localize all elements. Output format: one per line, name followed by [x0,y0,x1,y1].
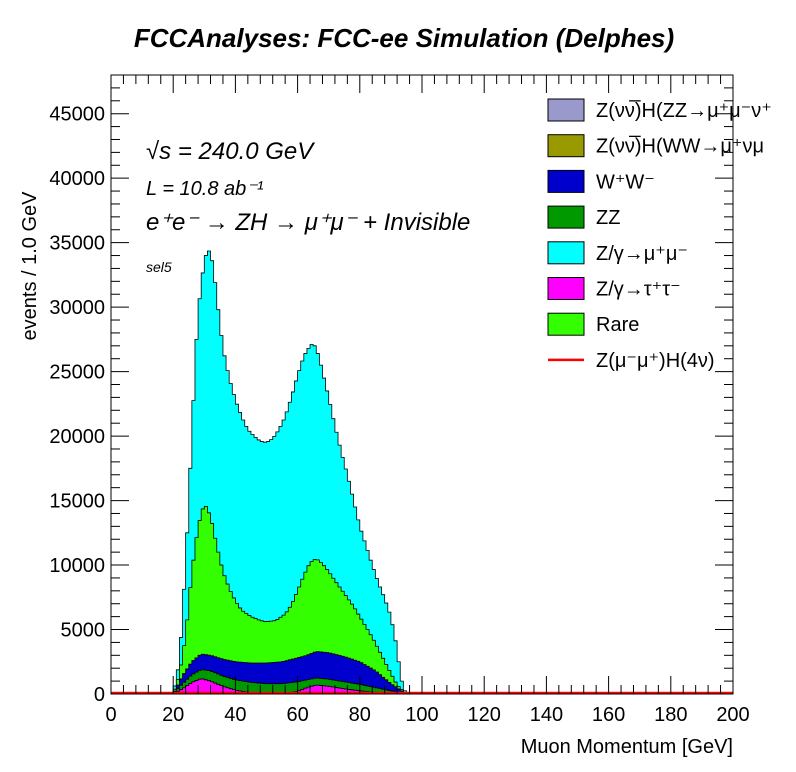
plot-frame [110,74,734,695]
legend-swatch [547,169,585,193]
stack-zz [172,669,407,695]
legend-label: Rare [596,314,639,336]
x-tick-label: 40 [224,704,246,726]
chart-title: FCCAnalyses: FCC-ee Simulation (Delphes) [134,23,674,53]
x-tick-label: 80 [349,704,371,726]
x-tick-label: 140 [530,704,563,726]
x-tick-label: 0 [105,704,116,726]
y-tick-label: 15000 [49,491,105,513]
legend-label: Z(νν̅)H(WW→μ⁺νμ [596,135,764,158]
x-tick-label: 100 [405,704,438,726]
legend-label: Z/γ→τ⁺τ⁻ [596,279,681,301]
stack-z- [172,250,407,695]
legend-label: Z(νν̅)H(ZZ→μ⁺μ⁻ν⁺ [596,99,772,122]
legend-swatch [547,241,585,265]
y-tick-label: 45000 [49,104,105,126]
y-tick-label: 30000 [49,297,105,319]
y-tick-label: 10000 [49,555,105,577]
x-tick-label: 20 [162,704,184,726]
y-tick-label: 0 [94,684,105,706]
legend-label: W⁺W⁻ [596,171,655,193]
y-axis-label: events / 1.0 GeV [19,191,41,341]
legend-swatch [547,205,585,229]
x-tick-label: 180 [654,704,687,726]
x-tick-label: 60 [286,704,308,726]
y-tick-label: 35000 [49,233,105,255]
plot-area [111,250,733,695]
legend-swatch [547,98,585,122]
process-annotation: e⁺e⁻ → ZH → μ⁺μ⁻ + Invisible [146,209,470,236]
x-tick-label: 160 [592,704,625,726]
legend-swatch [547,134,585,158]
legend: Z(νν̅)H(ZZ→μ⁺μ⁻ν⁺ Z(νν̅)H(WW→μ⁺νμ W⁺W⁻ ZZ Z/… [547,98,772,372]
y-tick-label: 40000 [49,168,105,190]
x-axis-label: Muon Momentum [GeV] [521,736,733,758]
selection-annotation: sel5 [146,259,172,275]
stack-rare [172,505,407,695]
lumi-annotation: L = 10.8 ab⁻¹ [146,178,264,200]
legend-label: ZZ [596,207,620,229]
y-tick-label: 5000 [61,620,106,642]
y-tick-label: 20000 [49,426,105,448]
y-axis-ticks: 0 5000 10000 15000 20000 25000 30000 35000 40000… [49,74,733,706]
legend-swatch [547,277,585,300]
x-tick-label: 200 [716,704,749,726]
legend-swatch [547,312,585,336]
x-tick-label: 120 [468,704,501,726]
y-tick-label: 25000 [49,362,105,384]
legend-label: Z(μ⁻μ⁺)H(4ν) [596,350,715,372]
legend-label: Z/γ→μ⁺μ⁻ [596,243,688,265]
sqrt-s-annotation: √s = 240.0 GeV [146,138,315,165]
